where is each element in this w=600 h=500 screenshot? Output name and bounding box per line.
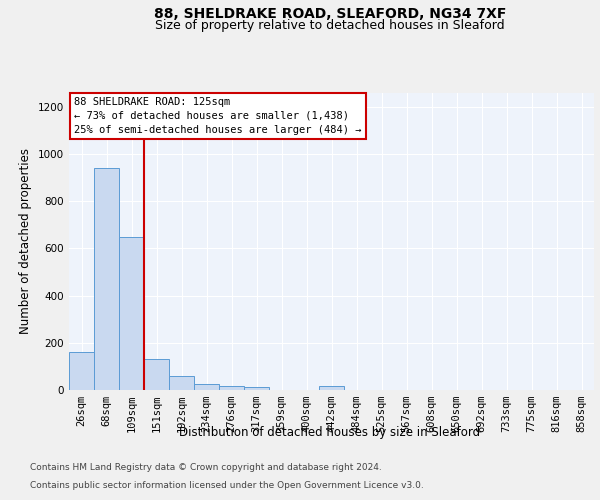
Text: Contains public sector information licensed under the Open Government Licence v3: Contains public sector information licen… [30, 481, 424, 490]
Bar [169, 376, 194, 390]
Bar [219, 386, 244, 390]
Bar [69, 352, 94, 390]
Bar [94, 168, 119, 390]
Bar [144, 360, 169, 390]
Bar [194, 384, 219, 390]
Text: Distribution of detached houses by size in Sleaford: Distribution of detached houses by size … [179, 426, 481, 439]
Text: Contains HM Land Registry data © Crown copyright and database right 2024.: Contains HM Land Registry data © Crown c… [30, 464, 382, 472]
Text: 88 SHELDRAKE ROAD: 125sqm
← 73% of detached houses are smaller (1,438)
25% of se: 88 SHELDRAKE ROAD: 125sqm ← 73% of detac… [74, 97, 362, 135]
Text: Size of property relative to detached houses in Sleaford: Size of property relative to detached ho… [155, 19, 505, 32]
Y-axis label: Number of detached properties: Number of detached properties [19, 148, 32, 334]
Bar [319, 386, 344, 390]
Bar [244, 387, 269, 390]
Text: 88, SHELDRAKE ROAD, SLEAFORD, NG34 7XF: 88, SHELDRAKE ROAD, SLEAFORD, NG34 7XF [154, 8, 506, 22]
Bar [119, 236, 144, 390]
